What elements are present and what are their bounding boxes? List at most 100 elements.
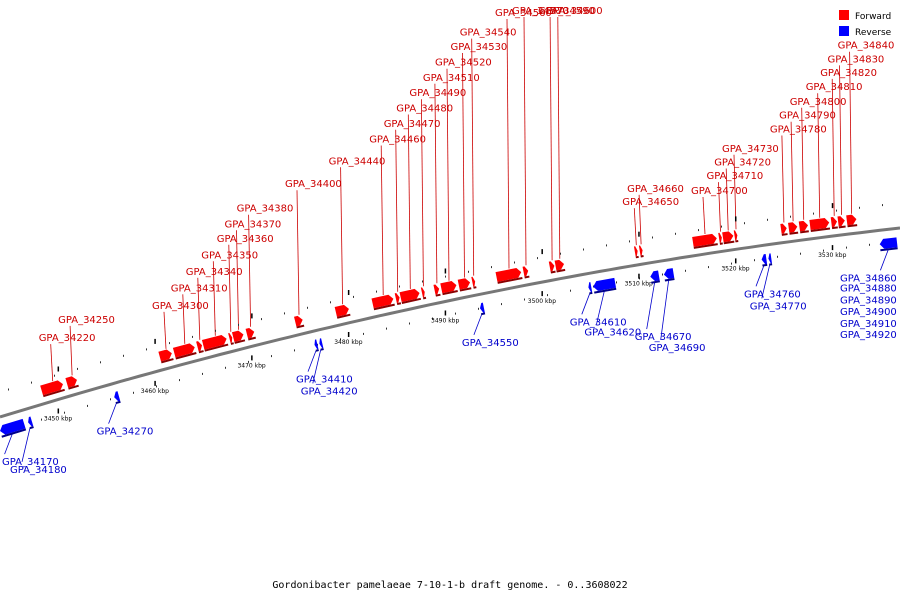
gene-gpa-34310 [172, 343, 197, 360]
minor-tick [882, 204, 883, 207]
major-tick-forward [347, 290, 350, 295]
gene-label: GPA_34460 [369, 135, 426, 146]
gene-gpa-34770 [768, 253, 773, 266]
major-tick-forward [831, 203, 834, 209]
minor-tick [31, 381, 32, 384]
gene-gpa-34370 [231, 330, 246, 344]
reverse-gene-arrow [0, 418, 26, 435]
forward-gene-arrow [433, 284, 440, 295]
legend-forward-swatch [839, 10, 849, 20]
minor-tick [41, 418, 42, 421]
gene-label: GPA_34650 [622, 197, 679, 208]
gene-shadow [723, 240, 735, 245]
gene-gpa-34830 [837, 216, 846, 229]
gene-gpa-34470 [394, 292, 402, 306]
forward-gene-arrow [522, 266, 529, 277]
gene-gpa-34360 [228, 332, 234, 345]
gene-features [0, 214, 898, 438]
leader-line [880, 249, 889, 271]
gene-shadow [396, 302, 402, 306]
gene-shadow [248, 336, 256, 341]
minor-tick [294, 349, 295, 352]
forward-gene-arrow [440, 281, 457, 294]
leader-line [50, 344, 54, 382]
gene-shadow [719, 242, 723, 245]
gene-gpa-34600 [554, 259, 566, 273]
leader-line [407, 114, 411, 290]
tick-label: 3480 kbp [334, 339, 362, 346]
gene-shadow [43, 388, 65, 398]
minor-tick [64, 411, 65, 414]
gene-label: GPA_34840 [838, 41, 895, 52]
forward-gene-arrow [733, 230, 738, 241]
minor-tick [307, 306, 308, 309]
minor-tick [261, 318, 262, 321]
forward-gene-arrow [245, 327, 255, 339]
gene-shadow [115, 400, 121, 405]
leader-line [4, 432, 13, 455]
gene-shadow [847, 224, 858, 228]
gene-shadow [336, 313, 351, 319]
gene-gpa-34250 [65, 376, 79, 390]
forward-gene-arrow [495, 267, 522, 282]
legend: Forward Reverse [839, 10, 892, 38]
leader-line [462, 52, 465, 278]
gene-gpa-34220 [40, 380, 65, 398]
gene-gpa-34300 [158, 349, 174, 364]
gene-shadow [831, 226, 838, 230]
leader-line [307, 350, 317, 372]
major-tick-reverse [638, 273, 640, 279]
leader-line [817, 93, 821, 218]
minor-tick [731, 262, 732, 265]
forward-gene-arrow [334, 304, 349, 317]
gene-shadow [315, 349, 319, 352]
gene-gpa-34420 [319, 338, 324, 351]
gene-shadow [762, 263, 768, 267]
major-tick-reverse [154, 380, 156, 386]
leader-line [839, 65, 842, 215]
minor-tick [123, 354, 124, 357]
minor-tick [836, 209, 837, 212]
gene-label: GPA_34340 [186, 267, 243, 278]
tick-label: 3470 kbp [237, 362, 265, 369]
legend-forward-label: Forward [855, 12, 891, 22]
major-tick-forward [734, 216, 737, 222]
gene-label: GPA_34540 [460, 28, 517, 39]
gene-shadow [68, 384, 79, 390]
gene-label: GPA_34470 [384, 119, 441, 130]
major-tick-forward [251, 313, 253, 319]
minor-tick [110, 398, 111, 401]
gene-gpa-34570 [522, 266, 530, 279]
tick-label: 3520 kbp [721, 265, 749, 272]
forward-gene-arrow [420, 287, 425, 298]
gene-gpa-34620 [593, 277, 617, 294]
minor-tick [156, 385, 157, 388]
major-tick-reverse [347, 332, 350, 337]
gene-label: GPA_34880 [840, 284, 897, 295]
minor-tick [100, 361, 101, 364]
minor-tick [330, 301, 331, 304]
minor-tick [271, 355, 272, 358]
leader-line [646, 282, 656, 330]
leader-line [549, 16, 553, 261]
gene-shadow [550, 270, 556, 274]
minor-tick [284, 312, 285, 315]
gene-gpa-34170 [0, 418, 27, 438]
leader-line [21, 427, 31, 462]
major-tick-forward [57, 366, 60, 372]
minor-tick [790, 215, 791, 218]
gene-gpa-34460 [371, 294, 395, 311]
gene-label: GPA_34380 [237, 204, 294, 215]
leader-line [421, 99, 424, 287]
gene-shadow [769, 263, 773, 266]
gene-label: GPA_34800 [790, 97, 847, 108]
gene-gpa-34510 [433, 284, 441, 297]
minor-tick [813, 212, 814, 215]
gene-label: GPA_34860 [840, 273, 897, 284]
label-leader-lines [4, 16, 889, 462]
gene-gpa-34610 [588, 282, 593, 295]
minor-tick [54, 374, 55, 377]
minor-tick [133, 391, 134, 394]
gene-label: GPA_34610 [570, 317, 627, 328]
leader-line [312, 349, 322, 384]
